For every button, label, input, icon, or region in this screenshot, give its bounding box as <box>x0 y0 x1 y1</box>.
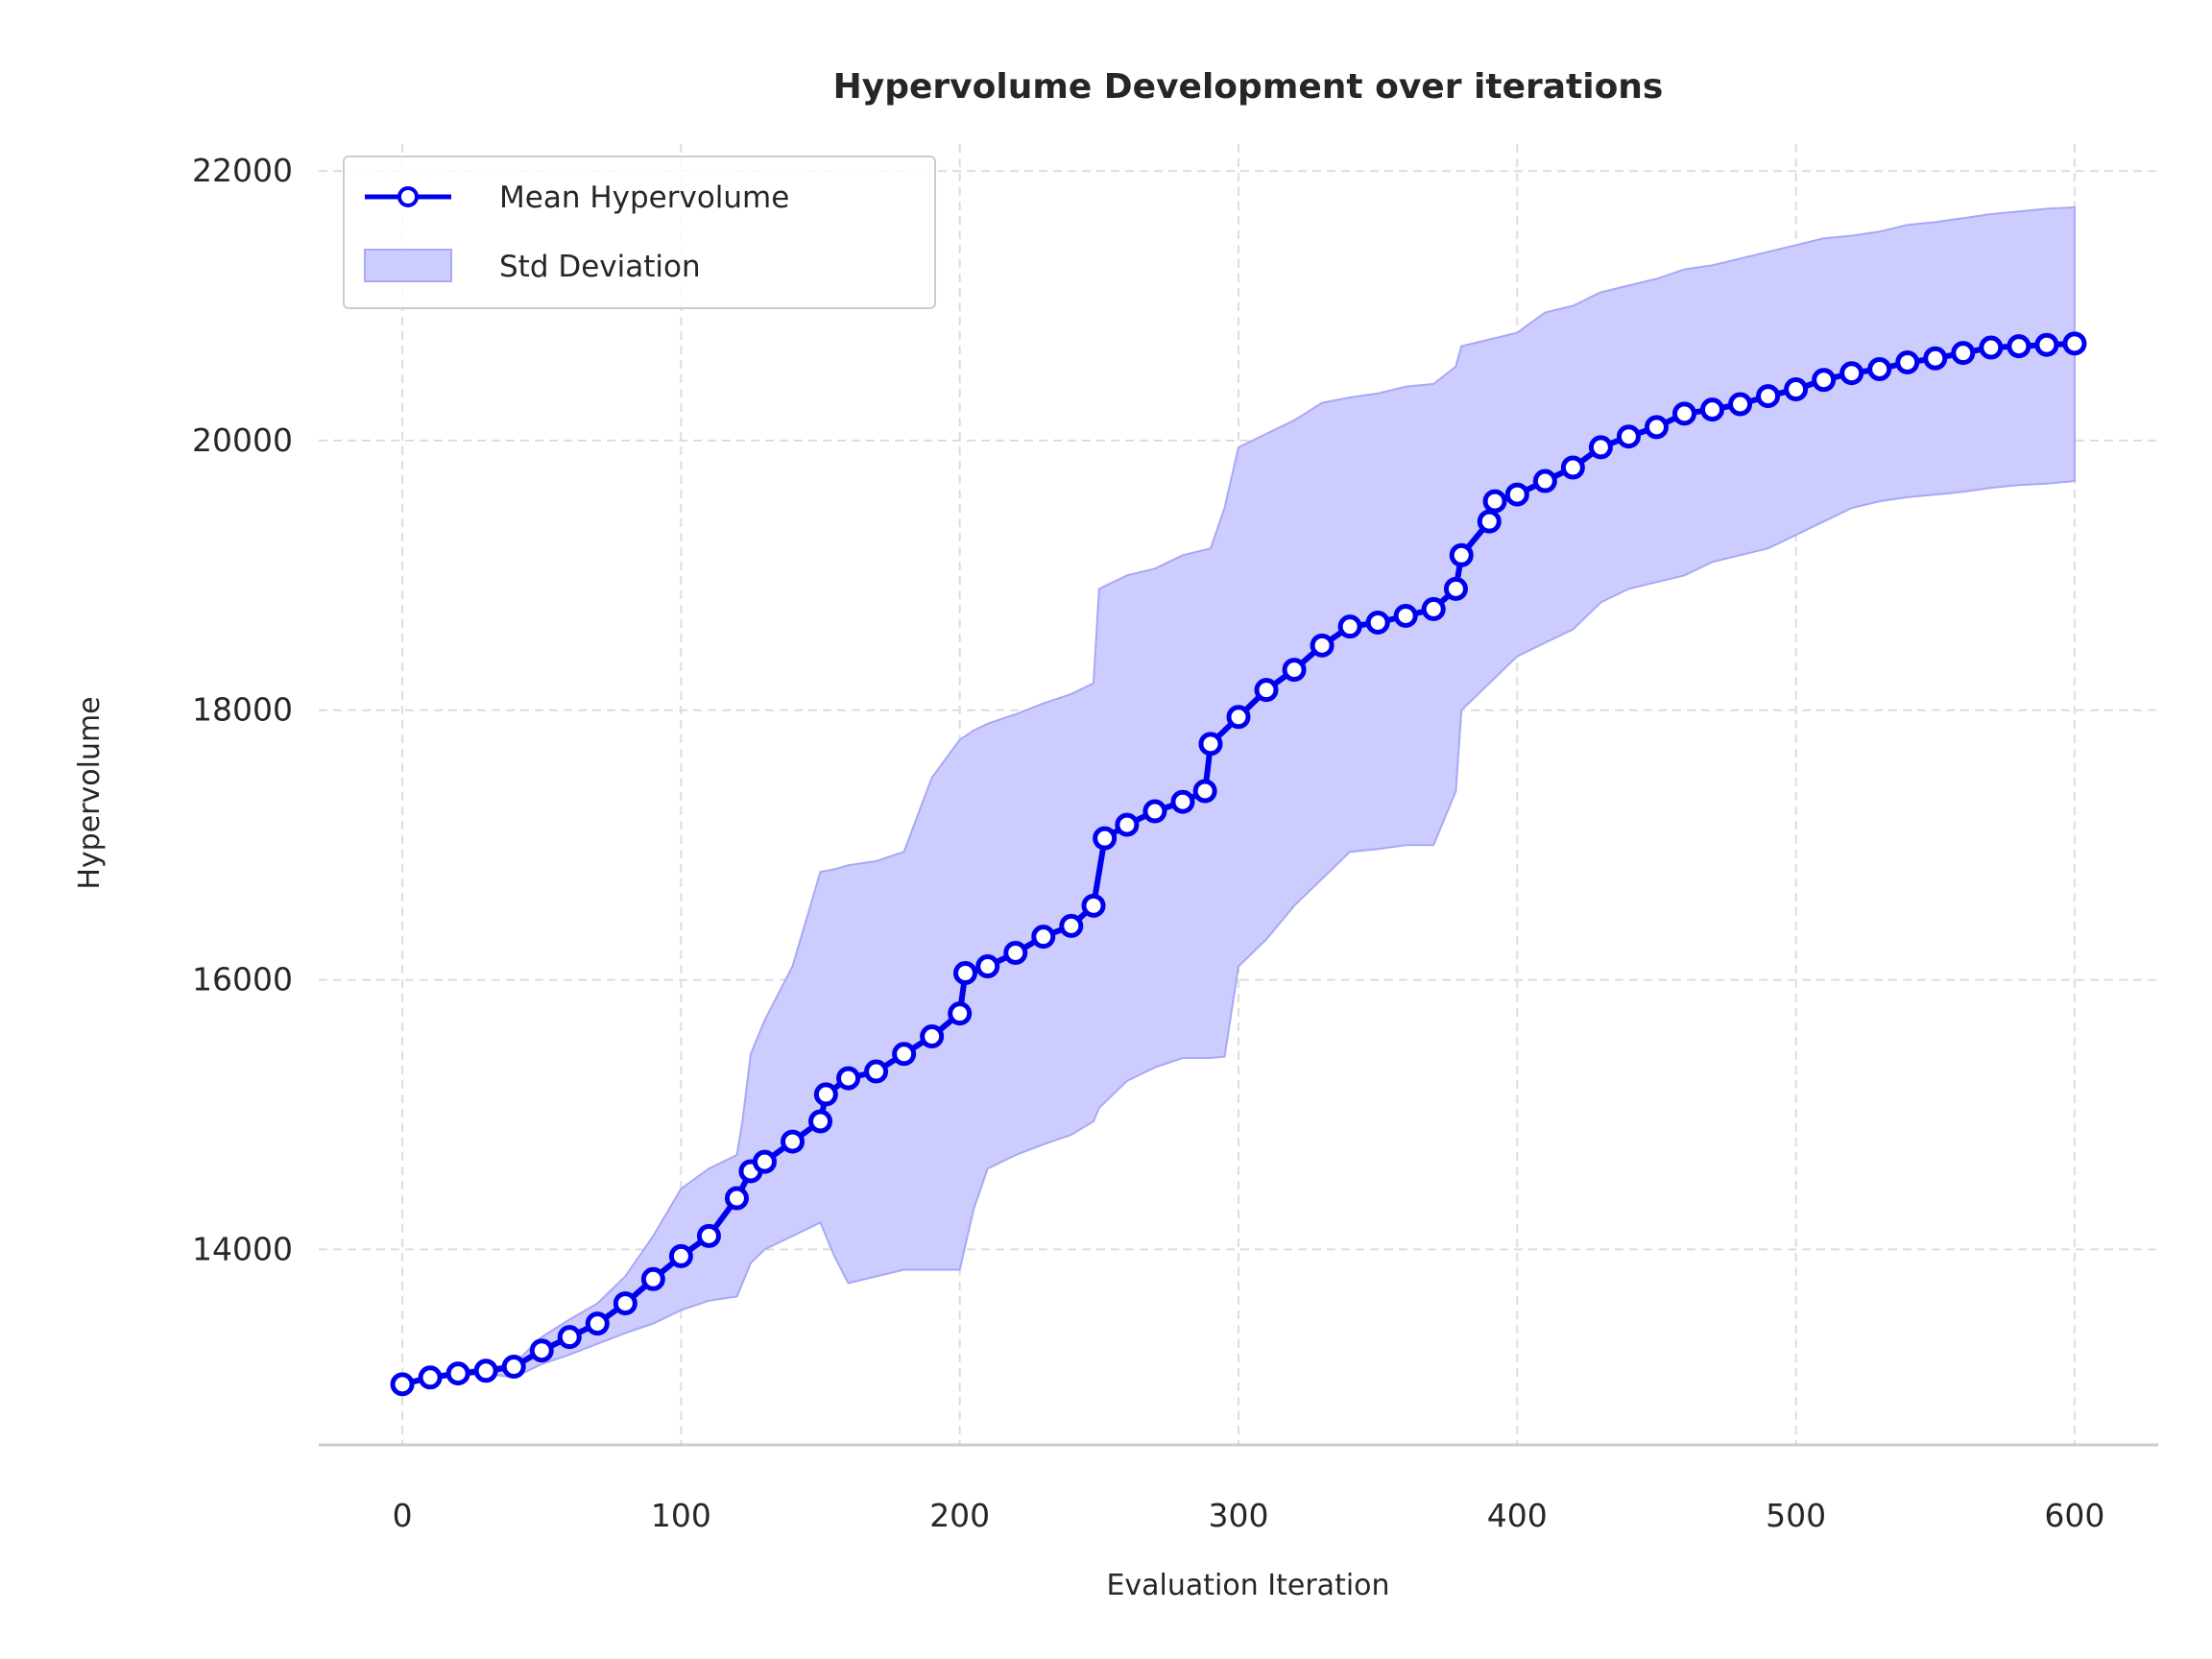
y-axis-label: Hypervolume <box>73 696 107 889</box>
y-tick-label: 22000 <box>192 152 293 189</box>
mean-hypervolume-point <box>1449 542 1474 567</box>
mean-hypervolume-point <box>1393 603 1418 628</box>
mean-hypervolume-point <box>2062 331 2087 356</box>
mean-hypervolume-point <box>1081 893 1106 918</box>
mean-hypervolume-point <box>724 1186 749 1211</box>
mean-hypervolume-point <box>1895 349 1920 374</box>
x-tick-label: 400 <box>1487 1497 1548 1534</box>
mean-hypervolume-point <box>2007 334 2032 359</box>
legend: Mean Hypervolume Std Deviation <box>343 156 936 309</box>
mean-hypervolume-point <box>1482 489 1507 514</box>
legend-std-swatch <box>364 249 452 282</box>
x-tick-label: 100 <box>651 1497 711 1534</box>
mean-hypervolume-point <box>529 1338 554 1363</box>
mean-hypervolume-point <box>836 1066 861 1091</box>
mean-hypervolume-point <box>1059 913 1084 938</box>
mean-hypervolume-point <box>752 1149 777 1174</box>
legend-box <box>343 156 936 309</box>
mean-hypervolume-point <box>1671 401 1696 426</box>
mean-hypervolume-point <box>1142 799 1167 824</box>
mean-hypervolume-point <box>1421 596 1446 621</box>
tick-labels: 0 100 200 300 400 500 600 14000 16000 18000 20000 2… <box>192 152 2104 1534</box>
mean-hypervolume-point <box>1700 397 1725 422</box>
mean-hypervolume-point <box>813 1082 838 1107</box>
mean-hypervolume-point <box>1504 482 1529 507</box>
mean-hypervolume-point <box>1192 779 1217 804</box>
mean-hypervolume-point <box>1093 826 1118 851</box>
mean-hypervolume-point <box>1616 424 1641 449</box>
mean-hypervolume-point <box>390 1372 415 1397</box>
mean-hypervolume-point <box>1282 658 1307 683</box>
mean-hypervolume-point <box>1756 384 1781 409</box>
mean-hypervolume-point <box>418 1365 443 1390</box>
mean-hypervolume-point <box>920 1024 945 1049</box>
mean-hypervolume-point <box>892 1042 917 1067</box>
mean-hypervolume-point <box>1923 346 1948 371</box>
mean-hypervolume-point <box>1337 614 1362 639</box>
x-axis-label: Evaluation Iteration <box>1106 1569 1389 1602</box>
mean-hypervolume-point <box>473 1358 498 1383</box>
mean-hypervolume-point <box>1784 377 1809 402</box>
x-tick-label: 600 <box>2044 1497 2104 1534</box>
mean-hypervolume-point <box>808 1109 833 1134</box>
mean-hypervolume-point <box>1532 469 1557 493</box>
legend-mean-marker <box>397 186 419 207</box>
mean-hypervolume-point <box>1477 509 1502 534</box>
mean-hypervolume-point <box>781 1129 805 1154</box>
mean-hypervolume-point <box>585 1311 610 1336</box>
x-tick-label: 0 <box>393 1497 413 1534</box>
mean-hypervolume-point <box>557 1325 582 1350</box>
legend-label-std: Std Deviation <box>499 250 701 284</box>
mean-hypervolume-point <box>1979 335 2004 360</box>
y-tick-label: 18000 <box>192 691 293 729</box>
mean-hypervolume-point <box>2034 332 2059 357</box>
mean-hypervolume-point <box>1839 361 1864 386</box>
legend-label-mean: Mean Hypervolume <box>499 180 789 215</box>
mean-hypervolume-point <box>445 1361 470 1386</box>
mean-hypervolume-point <box>1310 633 1334 658</box>
x-tick-label: 300 <box>1209 1497 1269 1534</box>
mean-hypervolume-point <box>864 1059 889 1084</box>
mean-hypervolume-point <box>953 961 978 986</box>
mean-hypervolume-point <box>1003 940 1028 965</box>
mean-hypervolume-point <box>975 954 1000 979</box>
mean-hypervolume-point <box>1365 610 1390 635</box>
y-tick-label: 14000 <box>192 1230 293 1267</box>
mean-hypervolume-point <box>1867 356 1892 381</box>
mean-hypervolume-point <box>1644 415 1669 440</box>
mean-hypervolume-point <box>501 1355 526 1380</box>
mean-hypervolume-point <box>1198 732 1223 757</box>
mean-hypervolume-point <box>1443 576 1468 601</box>
mean-hypervolume-point <box>948 1001 973 1026</box>
x-tick-label: 500 <box>1766 1497 1826 1534</box>
mean-hypervolume-point <box>1254 678 1279 703</box>
mean-hypervolume-point <box>613 1291 637 1316</box>
mean-hypervolume-markers <box>390 331 2087 1397</box>
mean-hypervolume-point <box>1170 789 1195 814</box>
mean-hypervolume-point <box>1226 705 1251 730</box>
y-tick-label: 16000 <box>192 961 293 998</box>
mean-hypervolume-point <box>1812 368 1837 393</box>
y-tick-label: 20000 <box>192 421 293 459</box>
mean-hypervolume-point <box>640 1266 665 1291</box>
mean-hypervolume-point <box>668 1243 693 1268</box>
chart-title: Hypervolume Development over iterations <box>833 67 1664 107</box>
x-tick-label: 200 <box>929 1497 990 1534</box>
mean-hypervolume-point <box>696 1223 721 1248</box>
mean-hypervolume-point <box>1588 435 1613 460</box>
mean-hypervolume-point <box>1560 455 1585 480</box>
mean-hypervolume-point <box>1115 812 1140 837</box>
mean-hypervolume-point <box>1031 925 1056 950</box>
mean-hypervolume-point <box>1728 392 1753 417</box>
mean-hypervolume-point <box>1951 341 1976 366</box>
